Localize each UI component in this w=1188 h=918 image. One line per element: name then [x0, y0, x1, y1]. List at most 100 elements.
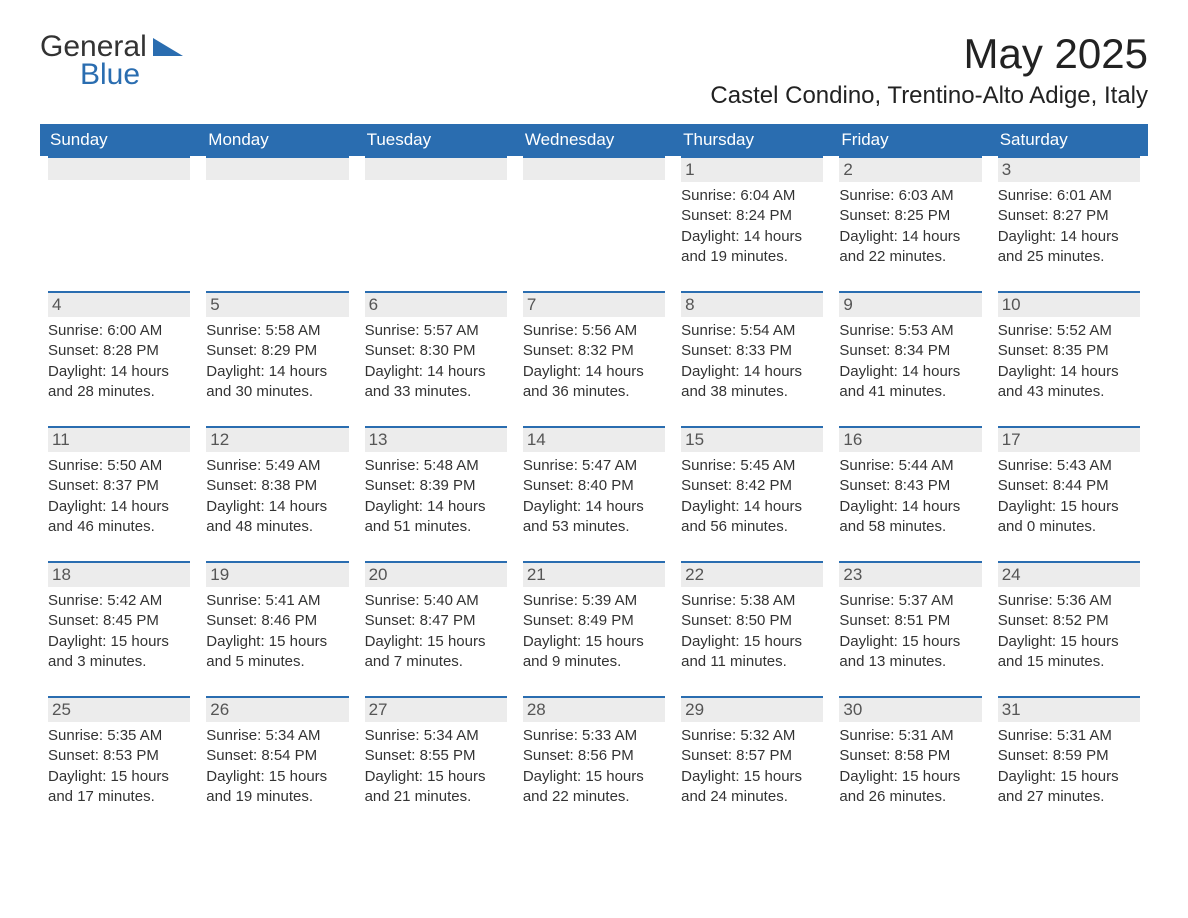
day-number-bar: 10: [998, 291, 1140, 317]
sunset-text: Sunset: 8:51 PM: [839, 611, 981, 631]
daylight-text: Daylight: 15 hours and 7 minutes.: [365, 632, 507, 673]
sunrise-text: Sunrise: 5:35 AM: [48, 726, 190, 746]
calendar-cell: 26Sunrise: 5:34 AMSunset: 8:54 PMDayligh…: [198, 696, 356, 813]
day-number: 6: [369, 295, 378, 314]
calendar-cell-empty: [198, 156, 356, 273]
day-number-bar: 29: [681, 696, 823, 722]
weeks-container: 1 Sunrise: 6:04 AMSunset: 8:24 PM Daylight…: [40, 156, 1148, 813]
day-number: 23: [843, 565, 862, 584]
daylight-text: Daylight: 15 hours and 27 minutes.: [998, 767, 1140, 808]
day-number-bar: 31: [998, 696, 1140, 722]
sunset-text: Sunset: 8:25 PM: [839, 206, 981, 226]
day-header: Friday: [831, 124, 989, 156]
calendar-cell: 28 Sunrise: 5:33 AMSunset: 8:56 PMDayligh…: [515, 696, 673, 813]
day-number: 19: [210, 565, 229, 584]
day-header: Monday: [198, 124, 356, 156]
calendar-cell-empty: [515, 156, 673, 273]
sunset-text: Sunset: 8:47 PM: [365, 611, 507, 631]
day-details: Sunrise: 6:03 AMSunset: 8:25 PMDaylight:…: [839, 186, 981, 267]
sunrise-text: Sunrise: 5:34 AM: [206, 726, 348, 746]
sunset-text: Sunset: 8:55 PM: [365, 746, 507, 766]
daylight-text: Daylight: 15 hours and 9 minutes.: [523, 632, 665, 673]
day-details: Sunrise: 5:33 AMSunset: 8:56 PMDaylight:…: [523, 726, 665, 807]
day-details: Sunrise: 5:39 AMSunset: 8:49 PMDaylight:…: [523, 591, 665, 672]
day-number: 28: [527, 700, 546, 719]
daylight-text: Daylight: 14 hours and 22 minutes.: [839, 227, 981, 268]
sunrise-text: Sunrise: 5:48 AM: [365, 456, 507, 476]
sunset-text: Sunset: 8:39 PM: [365, 476, 507, 496]
sunrise-text: Sunrise: 6:04 AM: [681, 186, 823, 206]
calendar-cell-empty: [357, 156, 515, 273]
daylight-text: Daylight: 14 hours and 58 minutes.: [839, 497, 981, 538]
day-number: 13: [369, 430, 388, 449]
daylight-text: Daylight: 14 hours and 46 minutes.: [48, 497, 190, 538]
day-number: 9: [843, 295, 852, 314]
daylight-text: Daylight: 15 hours and 0 minutes.: [998, 497, 1140, 538]
daylight-text: Daylight: 15 hours and 17 minutes.: [48, 767, 190, 808]
day-number: 8: [685, 295, 694, 314]
day-header: Tuesday: [357, 124, 515, 156]
calendar-cell: 8Sunrise: 5:54 AMSunset: 8:33 PMDaylight…: [673, 291, 831, 408]
day-number-bar: [48, 156, 190, 180]
daylight-text: Daylight: 15 hours and 3 minutes.: [48, 632, 190, 673]
sunset-text: Sunset: 8:56 PM: [523, 746, 665, 766]
sunrise-text: Sunrise: 5:58 AM: [206, 321, 348, 341]
day-details: Sunrise: 5:35 AMSunset: 8:53 PMDaylight:…: [48, 726, 190, 807]
sunset-text: Sunset: 8:45 PM: [48, 611, 190, 631]
sunset-text: Sunset: 8:42 PM: [681, 476, 823, 496]
sunrise-text: Sunrise: 5:41 AM: [206, 591, 348, 611]
location-subtitle: Castel Condino, Trentino-Alto Adige, Ita…: [710, 82, 1148, 110]
day-number-bar: 12: [206, 426, 348, 452]
calendar-cell: 5Sunrise: 5:58 AMSunset: 8:29 PMDaylight…: [198, 291, 356, 408]
calendar-cell: 14Sunrise: 5:47 AMSunset: 8:40 PMDayligh…: [515, 426, 673, 543]
calendar: Sunday Monday Tuesday Wednesday Thursday…: [40, 124, 1148, 813]
daylight-text: Daylight: 15 hours and 13 minutes.: [839, 632, 981, 673]
calendar-cell: 19 Sunrise: 5:41 AMSunset: 8:46 PMDayligh…: [198, 561, 356, 678]
day-details: Sunrise: 5:43 AMSunset: 8:44 PMDaylight:…: [998, 456, 1140, 537]
calendar-cell: 3Sunrise: 6:01 AMSunset: 8:27 PMDaylight…: [990, 156, 1148, 273]
day-number-bar: [365, 156, 507, 180]
day-number-bar: 20: [365, 561, 507, 587]
day-number: 15: [685, 430, 704, 449]
day-details: Sunrise: 5:41 AMSunset: 8:46 PMDaylight:…: [206, 591, 348, 672]
week-row: 4Sunrise: 6:00 AMSunset: 8:28 PMDaylight…: [40, 291, 1148, 408]
day-header: Saturday: [990, 124, 1148, 156]
calendar-cell: 11Sunrise: 5:50 AMSunset: 8:37 PMDayligh…: [40, 426, 198, 543]
day-number-bar: 11: [48, 426, 190, 452]
sunrise-text: Sunrise: 5:31 AM: [839, 726, 981, 746]
sunrise-text: Sunrise: 5:34 AM: [365, 726, 507, 746]
day-number-bar: 24: [998, 561, 1140, 587]
day-details: Sunrise: 5:57 AMSunset: 8:30 PMDaylight:…: [365, 321, 507, 402]
sunrise-text: Sunrise: 5:38 AM: [681, 591, 823, 611]
logo-triangle-icon: [153, 34, 187, 61]
sunset-text: Sunset: 8:46 PM: [206, 611, 348, 631]
day-number: 31: [1002, 700, 1021, 719]
calendar-cell: 18Sunrise: 5:42 AMSunset: 8:45 PMDayligh…: [40, 561, 198, 678]
day-number: 11: [52, 430, 70, 449]
day-details: Sunrise: 5:32 AMSunset: 8:57 PMDaylight:…: [681, 726, 823, 807]
day-details: Sunrise: 5:37 AMSunset: 8:51 PMDaylight:…: [839, 591, 981, 672]
calendar-cell: 23 Sunrise: 5:37 AMSunset: 8:51 PMDayligh…: [831, 561, 989, 678]
sunset-text: Sunset: 8:27 PM: [998, 206, 1140, 226]
day-number-bar: 22: [681, 561, 823, 587]
day-number-bar: 4: [48, 291, 190, 317]
sunrise-text: Sunrise: 5:42 AM: [48, 591, 190, 611]
day-header: Wednesday: [515, 124, 673, 156]
sunset-text: Sunset: 8:29 PM: [206, 341, 348, 361]
day-number: 27: [369, 700, 388, 719]
sunset-text: Sunset: 8:57 PM: [681, 746, 823, 766]
day-header-row: Sunday Monday Tuesday Wednesday Thursday…: [40, 124, 1148, 156]
day-number: 1: [685, 160, 694, 179]
sunset-text: Sunset: 8:28 PM: [48, 341, 190, 361]
day-number-bar: 23: [839, 561, 981, 587]
daylight-text: Daylight: 14 hours and 25 minutes.: [998, 227, 1140, 268]
sunrise-text: Sunrise: 5:33 AM: [523, 726, 665, 746]
day-number-bar: 7: [523, 291, 665, 317]
calendar-cell: 1Sunrise: 6:04 AMSunset: 8:24 PMDaylight…: [673, 156, 831, 273]
day-number-bar: 14: [523, 426, 665, 452]
sunset-text: Sunset: 8:24 PM: [681, 206, 823, 226]
day-details: Sunrise: 5:31 AMSunset: 8:59 PMDaylight:…: [998, 726, 1140, 807]
daylight-text: Daylight: 15 hours and 21 minutes.: [365, 767, 507, 808]
day-number-bar: 9: [839, 291, 981, 317]
daylight-text: Daylight: 14 hours and 43 minutes.: [998, 362, 1140, 403]
